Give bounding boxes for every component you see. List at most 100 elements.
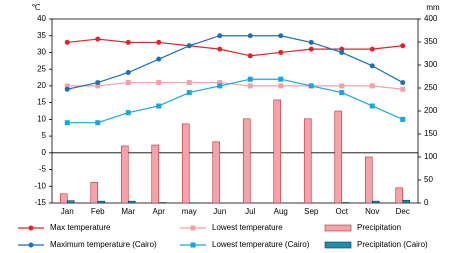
point [217, 46, 223, 52]
bar [120, 145, 129, 204]
point [308, 39, 314, 45]
point [64, 39, 70, 45]
bar [402, 199, 411, 204]
point [339, 49, 345, 55]
legend-marker [190, 225, 196, 231]
point [400, 43, 406, 49]
point [400, 80, 406, 86]
y-tick-label: 0 [42, 148, 47, 157]
point [369, 83, 375, 89]
point [278, 49, 284, 55]
point [400, 86, 406, 92]
y-tick-label: 30 [37, 48, 46, 57]
bar [242, 118, 251, 204]
point [217, 83, 223, 89]
point [247, 53, 253, 59]
y2-tick-label: 400 [424, 14, 438, 23]
plot-frame [51, 18, 419, 204]
point [247, 76, 253, 82]
point [95, 83, 101, 89]
y-tick-label: -10 [34, 181, 46, 190]
y2-tick-label: 200 [424, 106, 438, 115]
x-tick-label: Jan [61, 207, 74, 216]
line [67, 78, 403, 124]
point [156, 39, 162, 45]
x-tick-label: Apr [153, 207, 166, 216]
legend-label: Maximum temperature (Cairo) [50, 240, 157, 249]
x-tick-label: Aug [274, 207, 288, 216]
x-tick-label: Oct [336, 207, 349, 216]
point [95, 80, 101, 86]
y2-tick-label: 250 [424, 83, 438, 92]
legend-swatch [324, 241, 352, 249]
y2-tick-label: 150 [424, 129, 438, 138]
bar [90, 182, 99, 204]
y2-tick-label: 50 [424, 175, 433, 184]
bar [181, 123, 190, 204]
bar [364, 156, 373, 204]
point [125, 70, 131, 76]
bar [395, 187, 404, 204]
legend-label: Precipitation (Cairo) [357, 240, 428, 249]
point [369, 103, 375, 109]
point [308, 83, 314, 89]
y2-tick-label: 0 [424, 198, 429, 207]
x-tick-label: Feb [91, 207, 105, 216]
point [247, 33, 253, 39]
legend-marker [28, 225, 34, 231]
legend-marker [190, 242, 196, 248]
point [186, 90, 192, 96]
x-tick-label: Sep [304, 207, 319, 216]
y-tick-label: 25 [37, 64, 46, 73]
point [125, 110, 131, 116]
y-tick-label: -5 [39, 165, 47, 174]
point [64, 86, 70, 92]
point [64, 120, 70, 126]
y-tick-label: 15 [37, 98, 46, 107]
x-tick-label: Nov [365, 207, 379, 216]
point [95, 120, 101, 126]
x-tick-label: may [182, 207, 197, 216]
point [125, 80, 131, 86]
legend-label: Lowest temperature [212, 223, 283, 232]
y-tick-label: 40 [37, 14, 46, 23]
legend-swatch [324, 224, 352, 232]
point [95, 36, 101, 42]
y-tick-label: 10 [37, 114, 46, 123]
point [156, 103, 162, 109]
point [339, 83, 345, 89]
line [67, 81, 403, 90]
legend-label: Precipitation [357, 223, 401, 232]
bar [59, 193, 68, 204]
point [217, 80, 223, 86]
bar [212, 141, 221, 204]
line [67, 38, 403, 57]
point [278, 33, 284, 39]
y2-tick-label: 350 [424, 37, 438, 46]
point [186, 43, 192, 49]
y2-tick-label: 100 [424, 152, 438, 161]
x-tick-label: Jul [245, 207, 255, 216]
point [369, 46, 375, 52]
point [156, 80, 162, 86]
bar [334, 110, 343, 204]
point [156, 56, 162, 62]
x-tick-label: Jun [213, 207, 226, 216]
y-tick-label: -15 [34, 198, 46, 207]
point [217, 33, 223, 39]
x-tick-label: Dec [396, 207, 410, 216]
point [339, 90, 345, 96]
y-tick-label: 20 [37, 81, 46, 90]
bar [371, 200, 380, 204]
point [369, 63, 375, 69]
y-tick-label: 5 [42, 131, 47, 140]
point [186, 80, 192, 86]
bar [151, 144, 160, 204]
point [125, 39, 131, 45]
point [308, 46, 314, 52]
legend-label: Lowest temperature (Cairo) [212, 240, 310, 249]
y-tick-label: 35 [37, 31, 46, 40]
bar [273, 99, 282, 204]
line [67, 35, 404, 90]
